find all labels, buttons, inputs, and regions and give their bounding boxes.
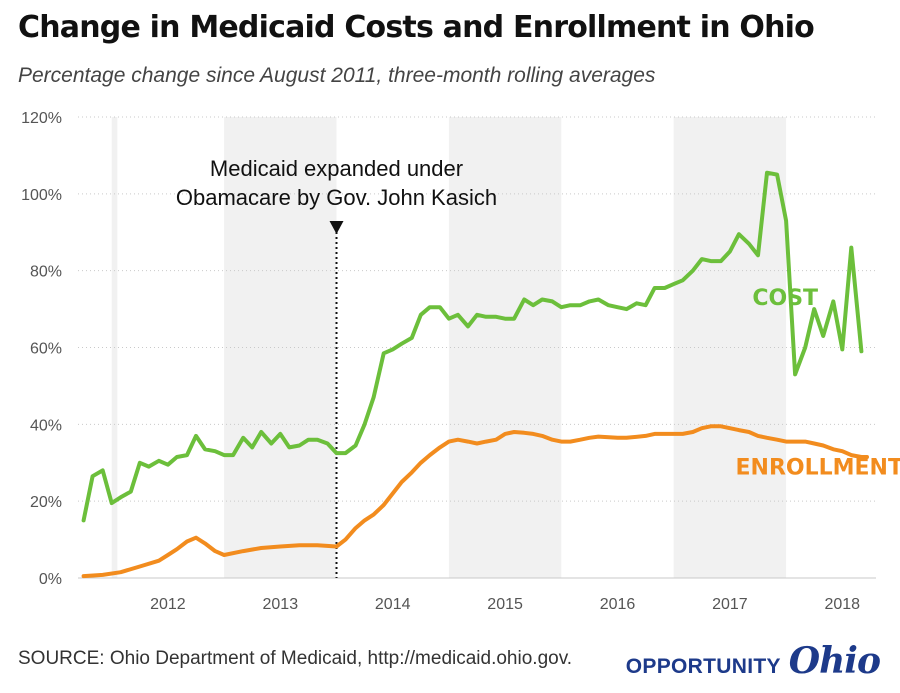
chart-subtitle: Percentage change since August 2011, thr… bbox=[18, 64, 656, 87]
expansion-marker-arrow bbox=[329, 221, 344, 234]
annotation-line-2: Obamacare by Gov. John Kasich bbox=[176, 185, 497, 210]
y-tick-label: 0% bbox=[39, 571, 62, 588]
y-tick-label: 100% bbox=[21, 187, 62, 204]
logo-script: Ohio bbox=[788, 640, 881, 682]
x-tick-label: 2015 bbox=[487, 596, 523, 613]
y-tick-label: 80% bbox=[30, 264, 62, 281]
x-tick-label: 2017 bbox=[712, 596, 748, 613]
source-note: SOURCE: Ohio Department of Medicaid, htt… bbox=[18, 648, 573, 669]
year-band bbox=[673, 117, 787, 578]
x-tick-label: 2018 bbox=[824, 596, 860, 613]
x-tick-label: 2013 bbox=[263, 596, 299, 613]
y-tick-label: 40% bbox=[30, 417, 62, 434]
y-tick-label: 20% bbox=[30, 494, 62, 511]
x-tick-label: 2012 bbox=[150, 596, 186, 613]
x-tick-label: 2016 bbox=[600, 596, 636, 613]
series-label-cost: COST bbox=[752, 286, 818, 311]
series-line-cost bbox=[81, 170, 864, 523]
opportunity-ohio-logo: OPPORTUNITY Ohio bbox=[625, 640, 881, 682]
x-tick-label: 2014 bbox=[375, 596, 411, 613]
series-line-enrollment bbox=[81, 424, 869, 579]
logo-word: OPPORTUNITY bbox=[625, 655, 781, 678]
y-tick-label: 120% bbox=[21, 110, 62, 127]
y-tick-label: 60% bbox=[30, 341, 62, 358]
annotation-line-1: Medicaid expanded under bbox=[210, 156, 463, 181]
chart-title: Change in Medicaid Costs and Enrollment … bbox=[18, 10, 815, 45]
series-label-enrollment: ENROLLMENT bbox=[736, 455, 900, 480]
